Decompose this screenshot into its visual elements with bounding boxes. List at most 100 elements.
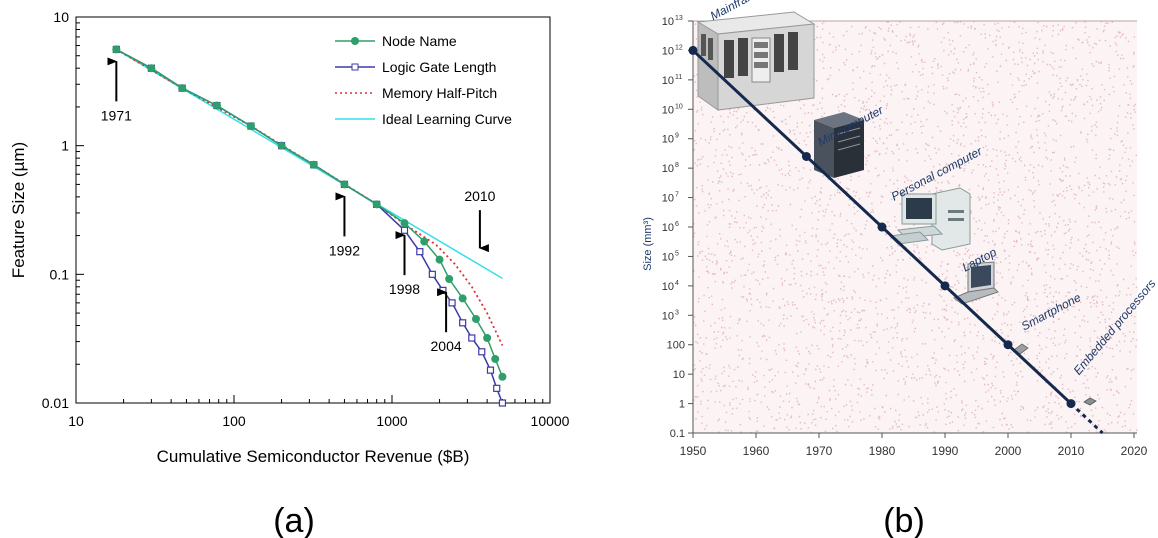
chart-b-y-tick-label: 10 bbox=[662, 45, 674, 57]
chart-b-y-tick-exponent: 12 bbox=[675, 44, 683, 51]
chart-b-y-tick-exponent: 8 bbox=[675, 162, 679, 169]
chart-a-year-label: 1998 bbox=[389, 281, 420, 297]
chart-b-y-tick-exponent: 9 bbox=[675, 133, 679, 140]
chart-b-y-tick-label-group: 0.1 bbox=[670, 428, 685, 440]
chart-a-year-label: 1992 bbox=[329, 242, 360, 258]
chart-b-point bbox=[688, 45, 698, 55]
chart-b-y-tick-label: 10 bbox=[662, 310, 674, 322]
chart-b-y-axis-title: Size (mm³) bbox=[642, 217, 654, 271]
chart-a-legend-label: Ideal Learning Curve bbox=[382, 111, 512, 127]
chart-a-y-axis-title: Feature Size (µm) bbox=[9, 142, 28, 278]
chart-b-point bbox=[877, 222, 887, 232]
chart-a-logic-gate-point bbox=[486, 366, 495, 374]
chart-b-y-tick-exponent: 11 bbox=[675, 74, 682, 81]
chart-b-y-tick-label: 10 bbox=[662, 163, 674, 175]
chart-a-logic-gate-point bbox=[439, 286, 447, 295]
chart-b-y-tick-label: 10 bbox=[662, 281, 674, 293]
personal-computer-icon bbox=[888, 187, 971, 251]
chart-b-point bbox=[801, 151, 811, 161]
chart-a-legend-label: Logic Gate Length bbox=[382, 59, 496, 75]
chart-a-node-name-point bbox=[491, 354, 500, 363]
chart-b-x-tick-label: 1980 bbox=[869, 444, 896, 458]
chart-b-x-tick-label: 2020 bbox=[1121, 444, 1148, 458]
chart-b-y-tick-label-group: 10 6 bbox=[662, 221, 679, 234]
chart-a-series bbox=[112, 45, 507, 407]
chart-a-x-tick-label: 100 bbox=[222, 413, 246, 429]
chart-b-x-tick-label: 1950 bbox=[680, 444, 707, 458]
chart-b-y-tick-exponent: 6 bbox=[675, 221, 679, 228]
chart-a-node-name-point bbox=[420, 237, 429, 246]
chart-a-node-name-point bbox=[435, 255, 444, 264]
chart-b-y-tick-label: 1 bbox=[679, 399, 685, 411]
chart-a-logic-gate-point bbox=[498, 399, 507, 407]
chart-a-node-name-point bbox=[246, 122, 255, 131]
chart-b-y-tick-exponent: 4 bbox=[675, 280, 679, 287]
chart-b-y-tick-exponent: 3 bbox=[675, 309, 679, 316]
chart-a-year-label: 2010 bbox=[464, 188, 495, 204]
chart-a-x-tick-label: 10000 bbox=[531, 413, 570, 429]
chart-a-logic-gate-point bbox=[400, 226, 409, 234]
chart-b-point bbox=[1066, 399, 1076, 409]
caption-b: (b) bbox=[883, 502, 925, 538]
chart-b-y-tick-label-group: 10 4 bbox=[662, 280, 679, 293]
chart-a-annotations: 1971 1992 1998 2004 2010 bbox=[101, 57, 496, 354]
chart-b-x-tick-label: 1990 bbox=[932, 444, 959, 458]
chart-a-x-axis-title: Cumulative Semiconductor Revenue ($B) bbox=[157, 447, 470, 466]
chart-b-y-tick-label-group: 10 9 bbox=[662, 133, 679, 146]
chart-b-x-tick-label: 2010 bbox=[1058, 444, 1085, 458]
chart-b-device-icons bbox=[696, 11, 1097, 406]
chart-b-x-tick-label: 2000 bbox=[995, 444, 1022, 458]
chart-a-y-tick-label: 1 bbox=[61, 138, 69, 154]
chart-a-x-tick-label: 10 bbox=[68, 413, 84, 429]
chip-icon bbox=[1083, 397, 1097, 406]
chart-a-node-name-point bbox=[445, 274, 454, 283]
chart-a-logic-gate-point bbox=[478, 348, 486, 356]
chart-a-feature-size: 10 100 1000 10000 10 1 0.1 0.01 1971 1992 1998 200… bbox=[9, 9, 570, 466]
chart-b-y-tick-exponent: 7 bbox=[675, 192, 679, 199]
chart-a-year-label: 2004 bbox=[431, 338, 462, 354]
chart-b-y-tick-label: 10 bbox=[662, 104, 674, 116]
chart-a-y-tick-label: 0.1 bbox=[50, 266, 70, 282]
chart-b-y-tick-label: 10 bbox=[662, 16, 674, 28]
caption-a: (a) bbox=[273, 502, 315, 538]
chart-a-year-label: 1971 bbox=[101, 107, 132, 123]
chart-b-y-tick-label: 100 bbox=[667, 340, 685, 352]
chart-b-y-tick-label: 0.1 bbox=[670, 428, 685, 440]
chart-b-y-tick-label-group: 10 5 bbox=[662, 250, 679, 263]
chart-a-node-name-point bbox=[498, 372, 507, 381]
chart-a-x-tick-label: 1000 bbox=[376, 413, 407, 429]
chart-a-legend-label: Memory Half-Pitch bbox=[382, 85, 497, 101]
chart-a-node-name-point bbox=[372, 200, 381, 209]
chart-b-y-tick-label-group: 10 8 bbox=[662, 162, 679, 175]
chart-a-node-name-point bbox=[178, 84, 187, 93]
chart-a-node-name-point bbox=[112, 45, 121, 54]
chart-a-node-name-point bbox=[212, 101, 221, 110]
chart-b-y-tick-label: 10 bbox=[662, 75, 674, 87]
chart-b-point bbox=[1003, 340, 1013, 350]
chart-b-y-tick-exponent: 5 bbox=[675, 250, 679, 257]
chart-b-y-tick-label-group: 10 3 bbox=[662, 309, 679, 322]
chart-b-y-tick-exponent: 10 bbox=[675, 103, 683, 110]
chart-a-node-name-point bbox=[400, 219, 409, 228]
chart-b-y-tick-label-group: 10 12 bbox=[662, 44, 683, 57]
chart-a-logic-gate-point bbox=[468, 334, 476, 342]
chart-b-y-tick-label-group: 100 bbox=[667, 340, 685, 352]
chart-a-node-name-point bbox=[471, 314, 480, 323]
chart-b-y-tick-label: 10 bbox=[662, 193, 674, 205]
chart-a-legend-label: Node Name bbox=[382, 33, 457, 49]
chart-b-y-tick-label-group: 10 10 bbox=[662, 103, 683, 116]
chart-a-node-name-point bbox=[309, 160, 318, 169]
chart-b-y-tick-label: 10 bbox=[662, 134, 674, 146]
chart-b-y-tick-label: 10 bbox=[673, 369, 685, 381]
chart-b-points bbox=[688, 45, 1076, 409]
chart-a-legend: Node Name Logic Gate Length Memory Half-Pi… bbox=[335, 33, 512, 127]
chart-a-y-tick-label: 10 bbox=[53, 9, 69, 25]
laptop-icon bbox=[953, 261, 999, 305]
chart-b-y-tick-label-group: 10 13 bbox=[662, 15, 683, 28]
chart-b-y-tick-label: 10 bbox=[662, 222, 674, 234]
chart-a-node-name-point bbox=[483, 334, 492, 343]
chart-b-y-tick-label-group: 10 bbox=[673, 369, 685, 381]
